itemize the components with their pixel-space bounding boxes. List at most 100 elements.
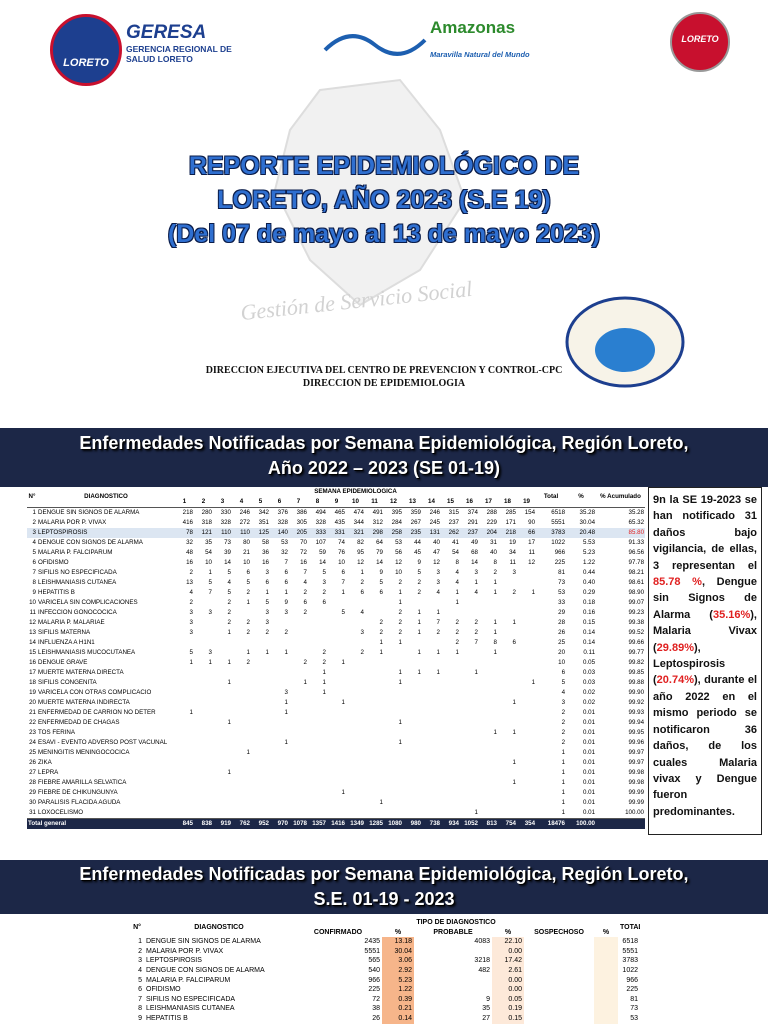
week-count bbox=[460, 708, 479, 718]
pct-cell: 0.14 bbox=[582, 629, 596, 636]
week-count: 1 bbox=[493, 729, 497, 736]
week-count: 6 bbox=[284, 569, 288, 576]
week-count bbox=[479, 758, 498, 768]
week-count bbox=[384, 788, 403, 798]
total-cell: 4 bbox=[561, 689, 566, 696]
week-count bbox=[194, 598, 213, 608]
amazonas-subtitle: Maravilla Natural del Mundo bbox=[430, 50, 530, 59]
week-count: 21 bbox=[243, 549, 250, 556]
week-count: 288 bbox=[486, 509, 497, 516]
week-count bbox=[384, 808, 403, 819]
week-count: 19 bbox=[509, 539, 516, 546]
section-banner: Enfermedades Notificadas por Semana Epid… bbox=[0, 428, 768, 487]
week-count: 205 bbox=[289, 528, 308, 538]
table-row: 4 DENGUE CON SIGNOS DE ALARMA 32 35 73 80 58 53… bbox=[27, 538, 645, 548]
week-count: 66 bbox=[517, 528, 537, 538]
week-count: 2 bbox=[246, 589, 250, 596]
week-count bbox=[479, 768, 498, 778]
week-count bbox=[270, 658, 289, 668]
acum-cell: 99.23 bbox=[628, 609, 645, 616]
week-count bbox=[308, 638, 327, 648]
week-count bbox=[403, 598, 422, 608]
week-count: 2 bbox=[246, 619, 250, 626]
pct-cell: 0.00 bbox=[492, 946, 524, 957]
acum-cell: 96.56 bbox=[628, 549, 645, 556]
week-count: 6 bbox=[360, 589, 364, 596]
week-count: 125 bbox=[251, 528, 270, 538]
week-count: 6 bbox=[322, 599, 326, 606]
week-count: 285 bbox=[505, 509, 516, 516]
week-count: 1 bbox=[512, 699, 516, 706]
week-count bbox=[441, 768, 460, 778]
week-count bbox=[384, 798, 403, 808]
week-header: 17 bbox=[485, 498, 492, 505]
diagnosis: MUERTE MATERNA DIRECTA bbox=[38, 669, 124, 676]
total-cell: 29 bbox=[558, 609, 566, 616]
week-count: 4 bbox=[455, 579, 459, 586]
week-count: 12 bbox=[357, 559, 364, 566]
week-count bbox=[479, 808, 498, 819]
week-count: 6 bbox=[512, 639, 516, 646]
diagnosis: DENGUE CON SIGNOS DE ALARMA bbox=[146, 966, 265, 974]
table-row: 23 TOS FERINA 1 1 2 0.01 99.95 bbox=[27, 728, 645, 738]
week-count bbox=[270, 768, 289, 778]
week-count bbox=[517, 738, 536, 748]
week-count: 5 bbox=[417, 569, 421, 576]
diagnosis: OFIDISMO bbox=[146, 986, 181, 994]
week-count: 3 bbox=[265, 609, 269, 616]
week-count bbox=[365, 708, 384, 718]
pct-cell: 0.01 bbox=[582, 719, 596, 726]
week-count: 16 bbox=[262, 559, 269, 566]
row-number: 29 bbox=[29, 789, 36, 796]
week-count: 386 bbox=[296, 509, 307, 516]
week-count: 6 bbox=[265, 579, 269, 586]
week-count bbox=[346, 748, 365, 758]
week-count bbox=[327, 738, 346, 748]
week-count: 1 bbox=[398, 669, 402, 676]
week-count bbox=[460, 698, 479, 708]
banner-line: Año 2022 – 2023 (SE 01-19) bbox=[267, 458, 501, 478]
week-count: 2 bbox=[265, 629, 269, 636]
week-count: 7 bbox=[303, 569, 307, 576]
week-count: 32 bbox=[186, 539, 193, 546]
row-number: 13 bbox=[29, 629, 36, 636]
row-number: 17 bbox=[29, 669, 36, 676]
total-cell: 1 bbox=[561, 759, 566, 766]
week-count: 258 bbox=[384, 528, 403, 538]
week-count: 330 bbox=[220, 509, 231, 516]
week-count bbox=[308, 708, 327, 718]
week-count: 110 bbox=[232, 528, 251, 538]
week-count bbox=[308, 778, 327, 788]
pct-cell: 13.18 bbox=[382, 937, 414, 947]
suspected bbox=[524, 947, 594, 957]
week-count: 59 bbox=[319, 549, 326, 556]
row-number: 26 bbox=[29, 759, 36, 766]
week-count: 3 bbox=[189, 609, 193, 616]
week-count bbox=[403, 658, 422, 668]
week-count: 376 bbox=[277, 509, 288, 516]
week-count: 107 bbox=[315, 539, 326, 546]
total-cell: 1 bbox=[561, 809, 566, 816]
week-count bbox=[479, 708, 498, 718]
week-count: 3 bbox=[265, 569, 269, 576]
report-title: LORETO, AÑO 2023 (S.E 19) bbox=[217, 186, 551, 214]
table-row: 11 INFECCION GONOCOCICA 3 3 2 3 3 2 5 4 2 1 1 29 0.16 9… bbox=[27, 608, 645, 618]
week-count: 359 bbox=[410, 509, 421, 516]
week-count bbox=[194, 808, 213, 819]
week-count: 1 bbox=[436, 649, 440, 656]
week-count bbox=[346, 728, 365, 738]
week-count bbox=[403, 688, 422, 698]
row-number: 6 bbox=[32, 559, 36, 566]
week-count bbox=[384, 748, 403, 758]
acum-cell: 99.52 bbox=[628, 629, 645, 636]
week-count: 2 bbox=[322, 649, 326, 656]
week-count bbox=[346, 638, 365, 648]
week-count bbox=[232, 768, 251, 778]
acum-cell: 100.00 bbox=[625, 809, 645, 816]
diagnosis: LOXOCELISMO bbox=[38, 809, 84, 816]
week-count: 4 bbox=[303, 579, 307, 586]
week-total: 1416 bbox=[327, 818, 346, 829]
pct-cell: 0.29 bbox=[582, 589, 596, 596]
week-count: 1 bbox=[474, 669, 478, 676]
